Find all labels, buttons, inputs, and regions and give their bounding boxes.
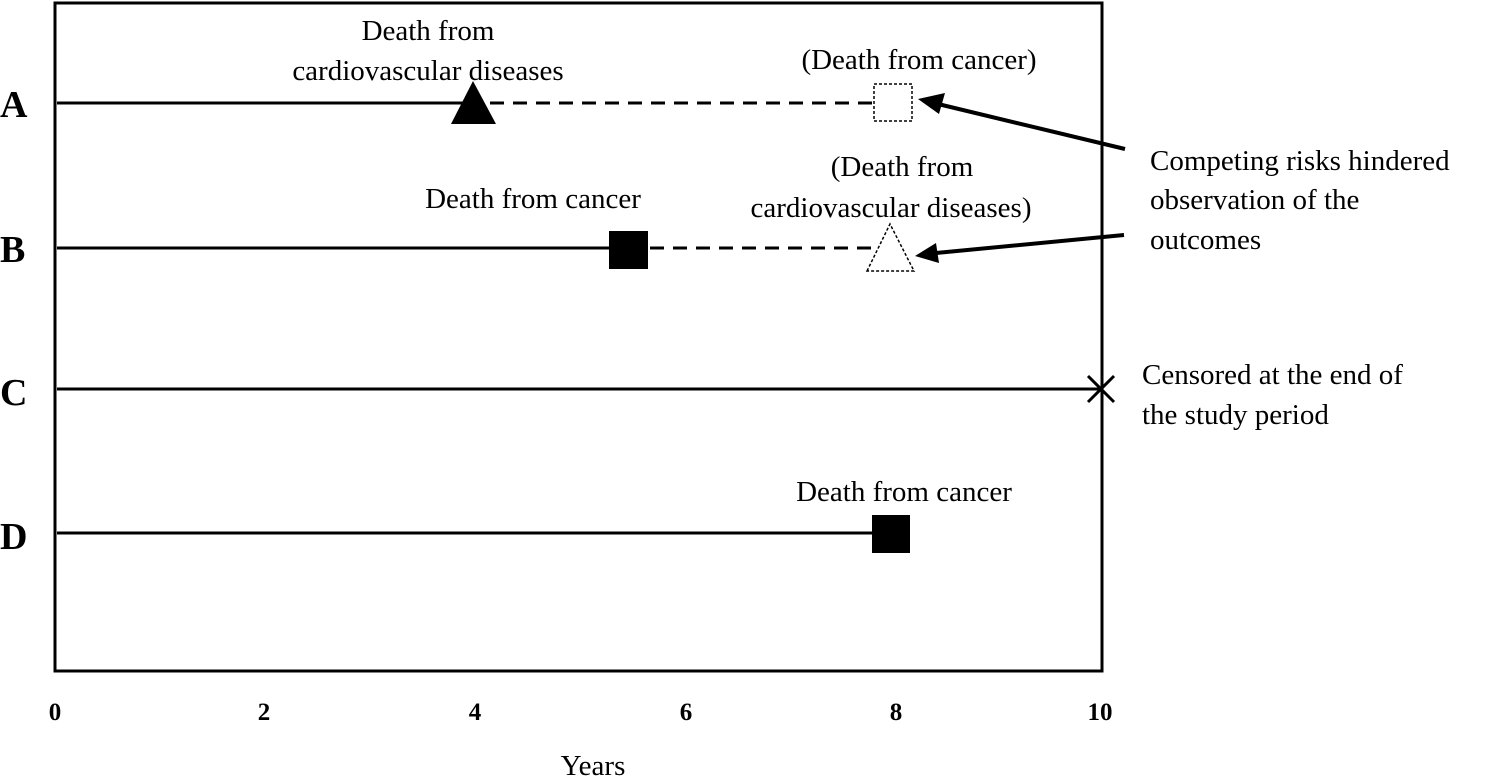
- label-b-hypothetical-line2: cardiovascular diseases): [750, 192, 1031, 224]
- row-label-b: B: [0, 229, 25, 271]
- label-b-hypothetical-line1: (Death from: [831, 151, 974, 183]
- arrow-b-head: [915, 243, 939, 263]
- row-label-d: D: [0, 516, 27, 558]
- label-d-observed: Death from cancer: [796, 476, 1012, 508]
- tick-label-4: 4: [469, 699, 482, 726]
- label-c-line1: Censored at the end of: [1142, 359, 1403, 391]
- plot-frame: [53, 1, 1104, 673]
- x-axis-title: Years: [561, 750, 626, 779]
- annotation-line2: observation of the: [1150, 184, 1359, 216]
- label-c-line2: the study period: [1142, 399, 1329, 431]
- arrow-b-shaft: [935, 233, 1125, 255]
- annotation-line1: Competing risks hindered: [1150, 145, 1450, 177]
- cardiovascular-death-triangle-a: [451, 81, 496, 124]
- label-a-hypothetical: (Death from cancer): [801, 44, 1036, 76]
- tick-label-8: 8: [890, 699, 903, 726]
- censored-cross-stroke2: [1086, 374, 1116, 404]
- cancer-death-square-d: [872, 515, 910, 553]
- tick-label-10: 10: [1088, 699, 1113, 726]
- hypothetical-cancer-square-a: [873, 83, 913, 122]
- row-label-c: C: [0, 372, 27, 414]
- arrow-a-head: [918, 93, 945, 114]
- label-a-observed-line1: Death from: [362, 15, 495, 47]
- hypothetical-cardiovascular-triangle-b: [865, 222, 916, 272]
- tick-label-6: 6: [680, 699, 693, 726]
- label-b-observed: Death from cancer: [425, 183, 641, 215]
- tick-label-0: 0: [49, 699, 62, 726]
- tick-label-2: 2: [258, 699, 271, 726]
- row-label-a: A: [0, 84, 28, 126]
- arrow-a-shaft: [937, 102, 1126, 151]
- label-a-observed-line2: cardiovascular diseases: [292, 55, 563, 87]
- cancer-death-square-b: [609, 231, 648, 269]
- annotation-line3: outcomes: [1150, 224, 1261, 256]
